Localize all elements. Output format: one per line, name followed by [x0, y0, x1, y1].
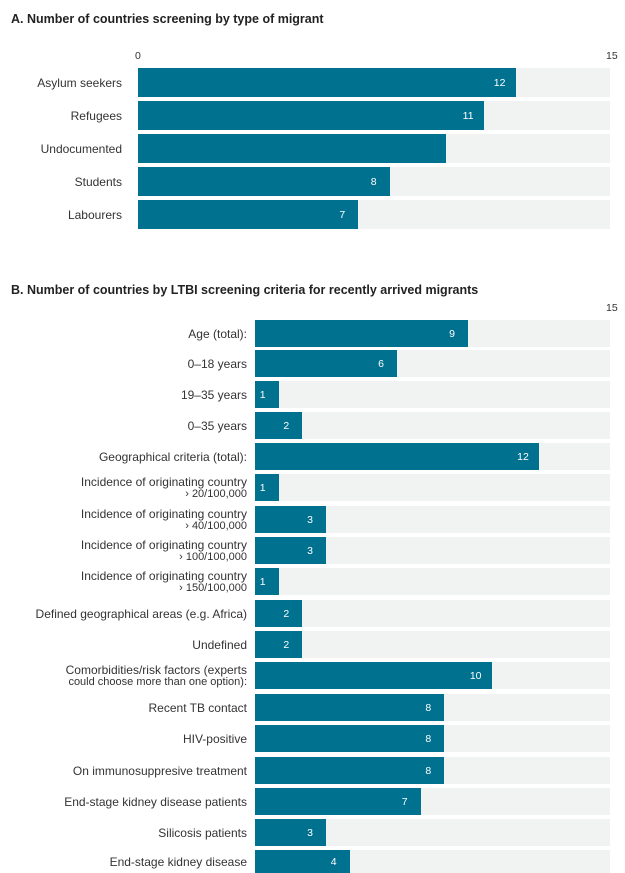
chart-b-bar-track [255, 381, 610, 408]
chart-a-bar-track [138, 101, 610, 130]
chart-b-bar [255, 568, 279, 595]
chart-a-bar [138, 101, 485, 130]
chart-b-bar [255, 443, 539, 470]
chart-b-bar-track [255, 850, 610, 873]
chart-a-bar [138, 68, 516, 97]
chart-a-category-label: Refugees [70, 108, 122, 123]
chart-a-title: A. Number of countries screening by type… [11, 12, 324, 26]
chart-b-category-label: Comorbidities/risk factors (experts could… [65, 662, 247, 688]
chart-b-value-label: 8 [425, 701, 432, 714]
chart-b-bar [255, 694, 445, 721]
chart-b-category-label: Incidence of originating country › 150/10… [80, 568, 247, 594]
chart-b-category-label: End-stage kidney disease patients [64, 794, 247, 809]
chart-b-bar [255, 850, 350, 873]
chart-b-value-label: 2 [283, 607, 290, 620]
chart-b-bar-track [255, 350, 610, 377]
chart-a-tick-max: 15 [606, 50, 618, 62]
chart-b-bar-track [255, 662, 610, 689]
chart-a-value-label: 7 [339, 208, 346, 221]
chart-b-bar-track [255, 788, 610, 815]
chart-a-bar [138, 134, 447, 163]
chart-b-value-label: 3 [307, 544, 313, 557]
chart-b-category-label: Incidence of originating country › 20/100… [80, 474, 247, 500]
chart-b-category-label: Incidence of originating country › 40/100… [80, 506, 247, 532]
chart-b-bar-track [255, 412, 610, 439]
chart-b-value-label: 6 [378, 357, 384, 370]
chart-b-value-label: 4 [330, 855, 337, 868]
chart-a-category-label: Labourers [67, 207, 122, 222]
chart-b-category-label: 0–35 years [187, 418, 247, 433]
chart-a-category-label: Undocumented [40, 141, 122, 156]
chart-b-category-label: Recent TB contact [148, 700, 248, 715]
chart-b-category-label: Undefined [192, 637, 247, 652]
chart-b-value-label: 2 [283, 419, 290, 432]
chart-a-bar-track [138, 134, 610, 163]
chart-b-bar [255, 819, 326, 846]
chart-b-value-label: 3 [307, 826, 313, 839]
chart-b-bar-track [255, 443, 610, 470]
chart-b-value-label: 1 [259, 388, 266, 401]
chart-b-bar-track [255, 568, 610, 595]
chart-b-value-label: 1 [259, 481, 266, 494]
chart-b-bar-track [255, 537, 610, 564]
chart-b-bar-track [255, 320, 610, 347]
chart-a-bar [138, 200, 359, 229]
chart-b-value-label: 12 [517, 450, 529, 463]
chart-b-bar [255, 662, 492, 689]
chart-a-value-label: 12 [493, 76, 506, 89]
chart-b-tick-max: 15 [606, 302, 618, 314]
chart-b-category-label: 19–35 years [180, 387, 247, 402]
chart-a-category-label: Students [74, 174, 122, 189]
chart-a-bar-track [138, 68, 610, 97]
chart-b-value-label: 9 [449, 327, 455, 340]
chart-b-bar [255, 631, 303, 658]
chart-b-value-label: 7 [401, 795, 408, 808]
chart-b-bar [255, 757, 445, 784]
chart-b-value-label: 2 [283, 638, 290, 651]
chart-b-bar [255, 600, 303, 627]
chart-b-bar-track [255, 506, 610, 533]
chart-b-category-label: Age (total): [188, 326, 247, 341]
chart-b-bar-track [255, 600, 610, 627]
chart-a-category-label: Asylum seekers [37, 75, 122, 90]
chart-b-value-label: 3 [307, 513, 313, 526]
chart-b-bar-track [255, 819, 610, 846]
chart-b-value-label: 8 [425, 732, 432, 745]
chart-b-category-label: Defined geographical areas (e.g. Africa) [35, 606, 247, 621]
chart-b-title: B. Number of countries by LTBI screening… [11, 283, 479, 297]
chart-b-bar [255, 506, 326, 533]
chart-a-value-label: 11 [462, 109, 474, 122]
chart-b-bar [255, 474, 279, 501]
chart-b-category-label: Incidence of originating country › 100/10… [80, 537, 247, 563]
chart-b-bar-track [255, 757, 610, 784]
chart-b-category-label: On immunosuppresive treatment [72, 763, 247, 778]
chart-b-bar [255, 350, 397, 377]
chart-b-category-label: HIV-positive [182, 731, 247, 746]
chart-b-bar [255, 320, 468, 347]
chart-b-bar [255, 537, 326, 564]
chart-b-value-label: 8 [425, 764, 432, 777]
chart-b-bar [255, 381, 279, 408]
chart-b-category-label: Geographical criteria (total): [98, 449, 247, 464]
chart-a-bar-track [138, 167, 610, 196]
chart-a-bar-track [138, 200, 610, 229]
chart-b-bar [255, 725, 445, 752]
chart-b-category-label: End-stage kidney disease [109, 854, 247, 869]
chart-b-category-label: 0–18 years [187, 356, 247, 371]
chart-a-value-label: 8 [370, 175, 377, 188]
chart-b-bar-track [255, 631, 610, 658]
chart-b-bar-track [255, 474, 610, 501]
chart-b-value-label: 1 [259, 575, 266, 588]
chart-b-bar-track [255, 725, 610, 752]
chart-b-bar-track [255, 694, 610, 721]
chart-a-tick-min: 0 [135, 50, 141, 62]
chart-b-value-label: 10 [469, 669, 482, 682]
chart-b-bar [255, 412, 303, 439]
chart-a-bar [138, 167, 390, 196]
chart-b-category-label: Silicosis patients [158, 825, 247, 840]
chart-b-bar [255, 788, 421, 815]
